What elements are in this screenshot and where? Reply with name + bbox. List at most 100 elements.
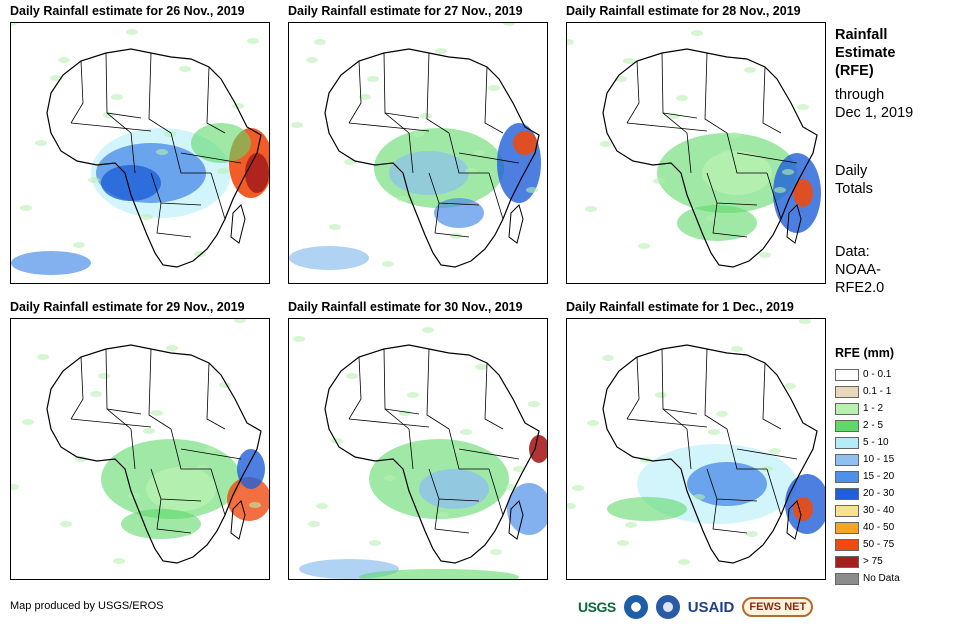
legend-label: No Data (863, 573, 900, 584)
country-border (488, 468, 504, 516)
country-border (106, 112, 142, 119)
country-border (626, 356, 640, 420)
country-border (384, 112, 420, 119)
rainfall-area (143, 428, 155, 434)
legend-label: 40 - 50 (863, 522, 895, 533)
country-border (762, 66, 782, 134)
rainfall-area (35, 140, 47, 146)
rainfall-area (237, 449, 265, 489)
country-border (210, 172, 226, 220)
country-border (408, 428, 414, 470)
totals-label: Daily Totals (835, 162, 873, 198)
map-credit: Map produced by USGS/EROS (10, 600, 164, 612)
legend-label: 0 - 0.1 (863, 369, 892, 380)
legend-swatch (835, 436, 859, 449)
data-source-line: NOAA- (835, 262, 881, 278)
rainfall-area (191, 123, 251, 163)
rainfall-area (98, 373, 110, 379)
africa-map (11, 319, 269, 564)
panel-title: Daily Rainfall estimate for 28 Nov., 201… (566, 4, 801, 18)
rainfall-map (566, 318, 826, 580)
country-border (348, 122, 430, 132)
panel-title: Daily Rainfall estimate for 27 Nov., 201… (288, 4, 523, 18)
rainfall-area (721, 150, 733, 156)
legend-swatch (835, 402, 859, 415)
rainfall-area (782, 169, 794, 175)
rainfall-area (90, 391, 102, 397)
data-source: Data: NOAA- RFE2.0 (835, 243, 884, 297)
madagascar-outline (786, 500, 802, 540)
country-border (148, 52, 172, 134)
africa-coastline (324, 48, 540, 268)
rainfall-area (623, 58, 635, 64)
country-border (766, 468, 782, 516)
rainfall-area (245, 153, 269, 193)
rainfall-area (128, 493, 140, 499)
rainfall-area (234, 319, 246, 323)
rainfall-area (156, 149, 168, 155)
legend-item: 50 - 75 (835, 536, 900, 553)
country-border (762, 362, 782, 430)
country-border (726, 428, 767, 470)
country-border (712, 202, 748, 238)
rainfall-area (50, 75, 62, 81)
rainfall-map (566, 22, 826, 284)
country-border (458, 448, 520, 460)
rainfall-area (289, 246, 369, 270)
country-border (70, 418, 152, 428)
rainfall-area (587, 420, 599, 426)
rainfall-area (369, 540, 381, 546)
rainfall-area (638, 243, 650, 249)
country-border (626, 122, 708, 132)
rainfall-area (346, 373, 358, 379)
rainfall-area (687, 462, 767, 506)
rainfall-area (314, 39, 326, 45)
rainfall-area (204, 447, 216, 453)
rainfall-area (769, 448, 781, 454)
rainfall-area (359, 94, 371, 100)
legend-swatch (835, 487, 859, 500)
madagascar-outline (230, 204, 246, 244)
rainfall-area (797, 104, 809, 110)
rainfall-area (513, 466, 525, 472)
side-title-line: (RFE) (835, 63, 874, 79)
legend-label: 5 - 10 (863, 437, 889, 448)
country-border (434, 498, 470, 534)
country-border (156, 202, 192, 238)
country-border (726, 132, 767, 174)
country-border (448, 428, 489, 470)
rainfall-area (434, 198, 484, 228)
rainfall-area (507, 483, 547, 535)
rainfall-area (420, 113, 432, 119)
rainfall-area (196, 465, 208, 471)
rainfall-area (677, 205, 757, 241)
rainfall-area (529, 435, 547, 463)
legend-item: 0.1 - 1 (835, 383, 900, 400)
rainfall-area (793, 497, 813, 521)
legend-swatch (835, 419, 859, 432)
country-border (434, 202, 470, 238)
country-border (662, 408, 698, 415)
country-border (210, 468, 226, 516)
country-border (70, 122, 152, 132)
rainfall-panel-2: Daily Rainfall estimate for 27 Nov., 201… (288, 4, 550, 284)
nasa-seal-icon (655, 595, 680, 619)
rainfall-area (691, 30, 703, 36)
rainfall-area (399, 410, 411, 416)
africa-coastline (46, 344, 262, 564)
rainfall-area (331, 438, 343, 444)
country-border (170, 132, 211, 174)
legend-label: 2 - 5 (863, 420, 884, 431)
side-title-line: Estimate (835, 45, 896, 61)
rainfall-panel-6: Daily Rainfall estimate for 1 Dec., 2019 (566, 300, 828, 580)
rainfall-area (653, 178, 665, 184)
rainfall-area (693, 494, 705, 500)
usaid-logo: USAID (687, 598, 735, 616)
legend-label: 10 - 15 (863, 454, 895, 465)
rainfall-area (316, 503, 328, 509)
country-border (488, 172, 504, 220)
rainfall-area (58, 57, 70, 63)
rainfall-area (151, 410, 163, 416)
rainfall-area (166, 345, 178, 351)
legend-item: 1 - 2 (835, 400, 900, 417)
